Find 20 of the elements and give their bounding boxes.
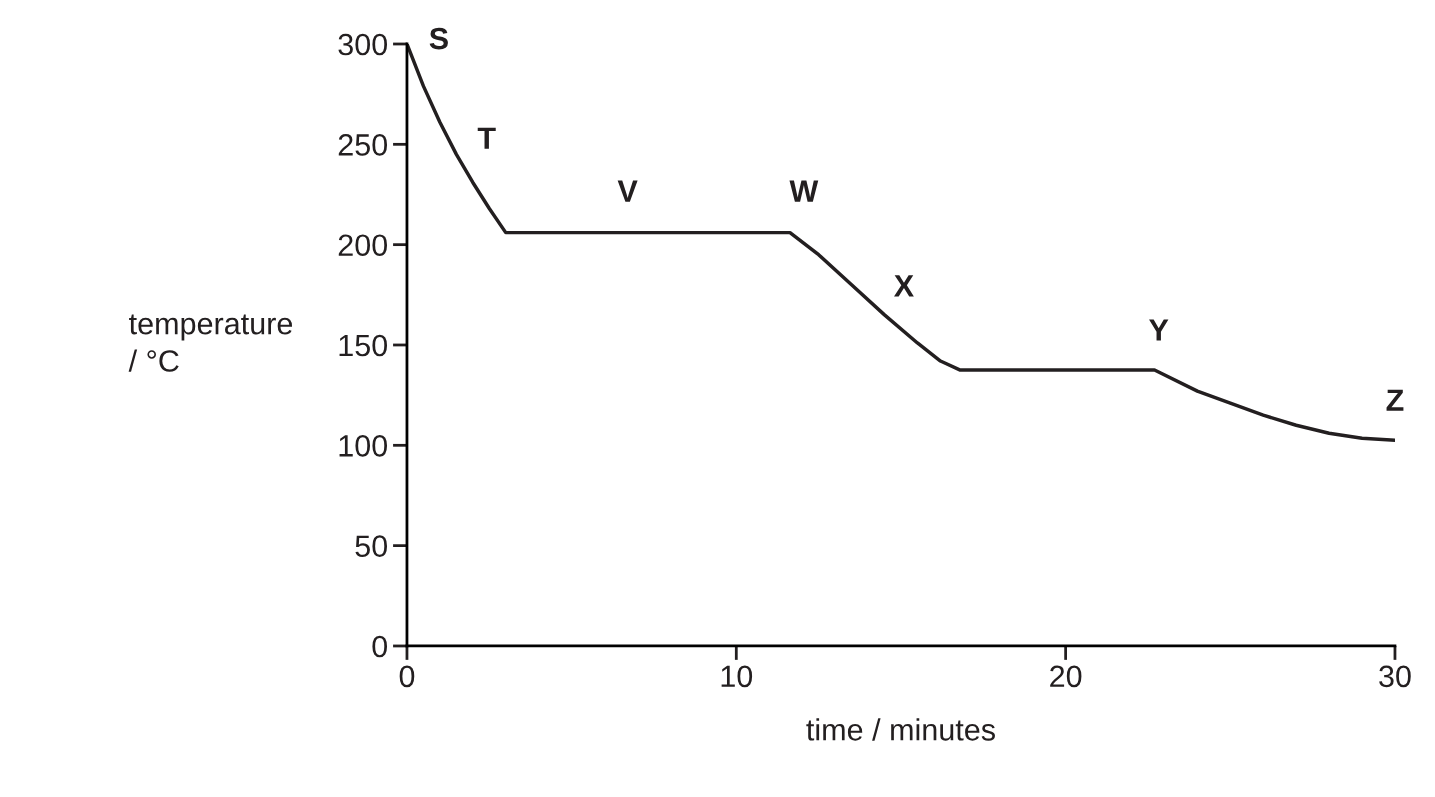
- x-tick-label: 0: [399, 665, 415, 688]
- annotation: T: [477, 127, 496, 149]
- annotation: W: [789, 180, 819, 202]
- y-tick-label: 200: [338, 234, 388, 257]
- x-tick-label: 20: [1050, 665, 1082, 688]
- y-tick-label: 250: [338, 134, 388, 156]
- y-tick-label: 0: [372, 635, 388, 658]
- x-tick-label: 30: [1379, 665, 1411, 688]
- annotation: Z: [1386, 389, 1404, 411]
- annotation: S: [429, 27, 448, 50]
- y-axis-title: temperature / °C: [128, 314, 292, 372]
- x-axis-title: time / minutes: [806, 718, 995, 741]
- x-tick-label: 10: [721, 665, 753, 688]
- annotation: V: [617, 180, 638, 202]
- y-tick-label: 50: [355, 535, 388, 558]
- y-tick-label: 150: [339, 334, 388, 357]
- y-tick-label: 100: [339, 435, 388, 457]
- annotation: X: [894, 275, 914, 297]
- annotation: Y: [1149, 319, 1169, 341]
- y-tick-label: 300: [338, 33, 388, 56]
